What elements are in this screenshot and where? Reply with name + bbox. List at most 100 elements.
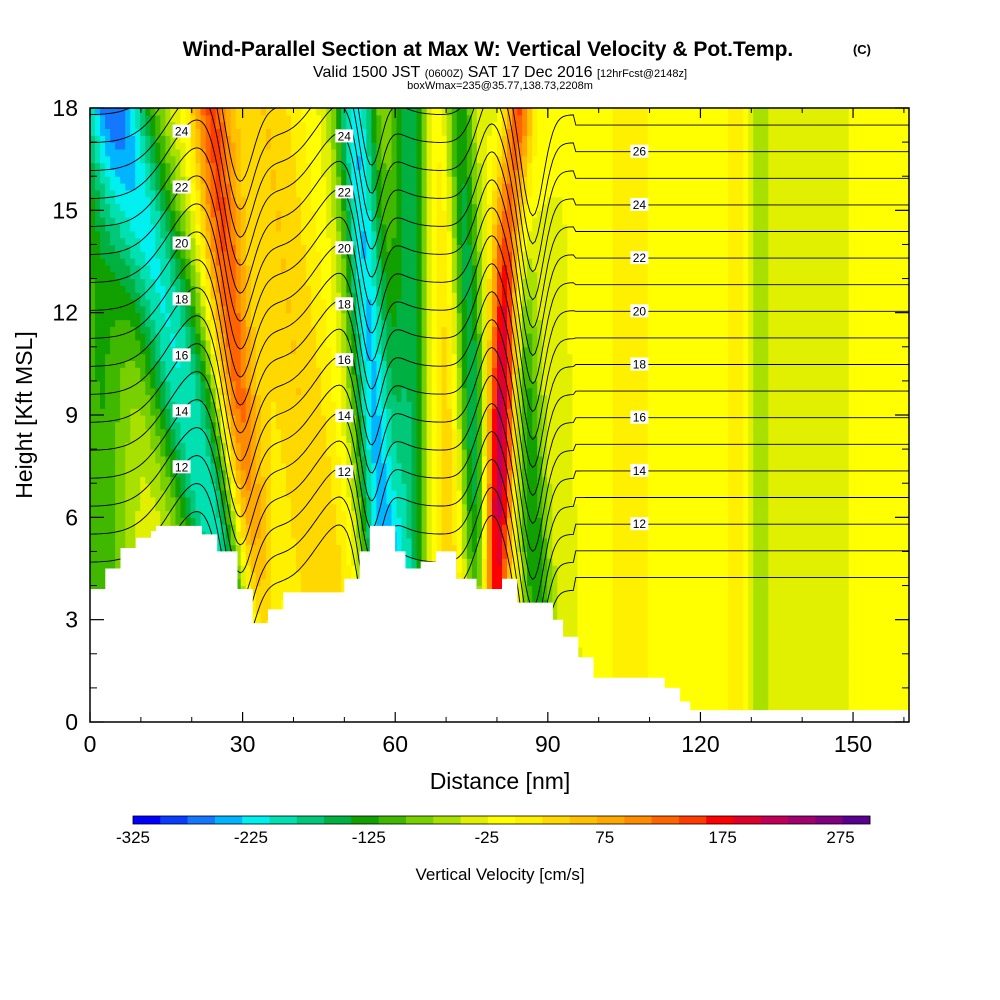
velocity-cell <box>567 312 614 321</box>
velocity-cell <box>476 558 483 566</box>
velocity-cell <box>527 469 538 477</box>
velocity-cell <box>848 258 909 266</box>
velocity-cell <box>265 558 272 566</box>
velocity-cell <box>255 606 272 614</box>
velocity-cell <box>125 490 141 498</box>
velocity-cell <box>250 360 257 368</box>
velocity-cell <box>848 237 909 245</box>
velocity-cell <box>341 292 347 300</box>
velocity-cell <box>376 230 382 239</box>
velocity-cell <box>346 264 352 273</box>
velocity-cell <box>436 346 443 355</box>
velocity-cell <box>848 476 909 484</box>
velocity-cell <box>185 224 192 232</box>
velocity-cell <box>497 510 503 518</box>
velocity-cell <box>492 387 498 396</box>
velocity-cell <box>748 469 754 477</box>
velocity-cell <box>497 469 503 477</box>
velocity-cell <box>486 224 493 232</box>
box-info: boxWmax=235@35.77,138.73,2208m <box>407 80 593 92</box>
velocity-cell <box>371 483 377 491</box>
velocity-cell <box>848 517 909 525</box>
velocity-cell <box>492 537 498 546</box>
velocity-cell <box>155 251 166 259</box>
velocity-cell <box>517 340 523 348</box>
velocity-cell <box>260 469 272 477</box>
velocity-cell <box>497 380 508 389</box>
velocity-cell <box>436 517 443 525</box>
velocity-cell <box>647 565 729 573</box>
velocity-cell <box>296 537 337 546</box>
velocity-cell <box>356 421 362 430</box>
velocity-cell <box>507 551 513 559</box>
velocity-cell <box>527 421 533 430</box>
velocity-cell <box>426 230 433 239</box>
velocity-cell <box>486 442 493 450</box>
velocity-cell <box>195 333 202 341</box>
velocity-cell <box>215 244 222 252</box>
velocity-cell <box>115 476 126 484</box>
velocity-cell <box>240 408 247 416</box>
velocity-cell <box>165 442 171 450</box>
velocity-cell <box>456 510 463 518</box>
velocity-cell <box>100 394 106 402</box>
velocity-cell <box>255 415 262 423</box>
velocity-cell <box>753 537 769 546</box>
velocity-cell <box>522 210 528 218</box>
velocity-cell <box>517 312 523 321</box>
velocity-cell <box>356 353 362 361</box>
velocity-cell <box>517 578 523 587</box>
velocity-cell <box>416 299 423 307</box>
velocity-cell <box>250 299 287 307</box>
velocity-cell <box>140 326 151 334</box>
velocity-cell <box>291 524 337 532</box>
velocity-cell <box>451 401 458 409</box>
velocity-cell <box>286 258 307 266</box>
velocity-cell <box>205 360 212 368</box>
velocity-cell <box>406 517 413 525</box>
velocity-cell <box>522 305 533 314</box>
velocity-cell <box>240 496 247 505</box>
velocity-cell <box>753 524 769 532</box>
velocity-cell <box>381 360 387 368</box>
velocity-cell <box>456 319 463 327</box>
velocity-cell <box>728 333 744 341</box>
velocity-cell <box>235 278 242 286</box>
velocity-cell <box>215 483 222 491</box>
velocity-cell <box>456 251 463 259</box>
velocity-cell <box>768 224 850 232</box>
velocity-cell <box>647 510 729 518</box>
velocity-cell <box>436 524 443 532</box>
velocity-cell <box>522 319 533 327</box>
velocity-cell <box>140 340 146 348</box>
velocity-cell <box>245 531 252 539</box>
velocity-cell <box>130 271 141 280</box>
velocity-cell <box>537 326 543 334</box>
velocity-cell <box>220 496 227 505</box>
velocity-cell <box>351 299 357 307</box>
velocity-cell <box>572 421 614 430</box>
velocity-cell <box>406 496 413 505</box>
velocity-cell <box>346 531 352 539</box>
velocity-cell <box>381 264 403 273</box>
velocity-cell <box>135 258 146 266</box>
velocity-cell <box>577 531 614 539</box>
velocity-cell <box>90 271 116 280</box>
velocity-cell <box>476 510 483 518</box>
velocity-cell <box>557 626 578 634</box>
velocity-cell <box>235 244 242 252</box>
velocity-cell <box>341 455 347 464</box>
velocity-cell <box>466 442 478 450</box>
velocity-cell <box>421 230 428 239</box>
velocity-cell <box>522 537 528 546</box>
velocity-cell <box>361 353 367 361</box>
velocity-cell <box>195 237 202 245</box>
velocity-cell <box>195 217 202 225</box>
velocity-cell <box>220 428 227 436</box>
velocity-cell <box>768 305 850 314</box>
velocity-cell <box>200 305 207 314</box>
velocity-cell <box>416 428 423 436</box>
velocity-cell <box>728 258 744 266</box>
velocity-cell <box>426 210 433 218</box>
velocity-cell <box>341 319 347 327</box>
